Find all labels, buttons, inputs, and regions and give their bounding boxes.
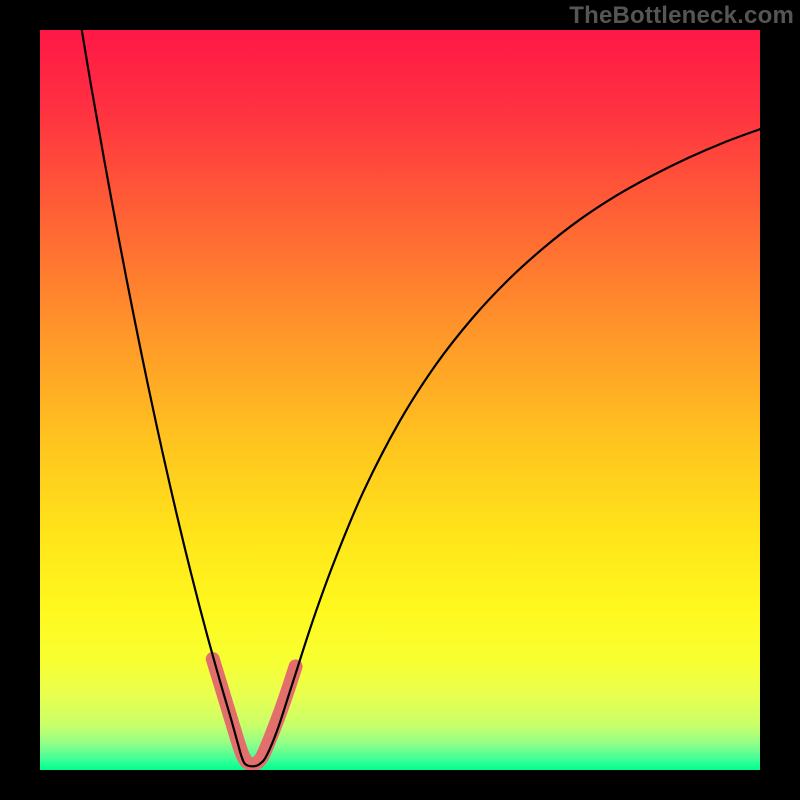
chart-container: TheBottleneck.com bbox=[0, 0, 800, 800]
plot-area bbox=[40, 30, 760, 770]
watermark-text: TheBottleneck.com bbox=[569, 2, 794, 30]
bottleneck-curve bbox=[82, 30, 760, 766]
chart-svg bbox=[40, 30, 760, 770]
